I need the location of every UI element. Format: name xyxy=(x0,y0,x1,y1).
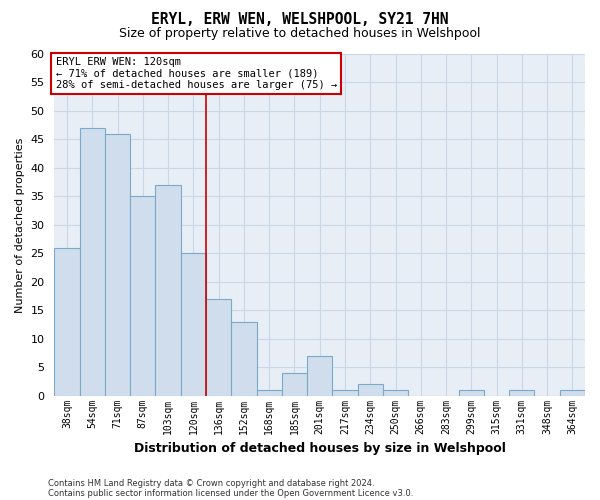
Text: ERYL ERW WEN: 120sqm
← 71% of detached houses are smaller (189)
28% of semi-deta: ERYL ERW WEN: 120sqm ← 71% of detached h… xyxy=(56,57,337,90)
Bar xyxy=(458,390,484,396)
Bar xyxy=(383,390,408,396)
Y-axis label: Number of detached properties: Number of detached properties xyxy=(15,137,25,312)
X-axis label: Distribution of detached houses by size in Welshpool: Distribution of detached houses by size … xyxy=(134,442,506,455)
Bar xyxy=(307,356,332,396)
Text: Contains public sector information licensed under the Open Government Licence v3: Contains public sector information licen… xyxy=(48,488,413,498)
Bar xyxy=(206,299,231,396)
Bar xyxy=(155,185,181,396)
Bar xyxy=(130,196,155,396)
Bar xyxy=(509,390,535,396)
Text: Contains HM Land Registry data © Crown copyright and database right 2024.: Contains HM Land Registry data © Crown c… xyxy=(48,478,374,488)
Bar xyxy=(332,390,358,396)
Bar xyxy=(181,254,206,396)
Bar xyxy=(55,248,80,396)
Bar xyxy=(80,128,105,396)
Bar xyxy=(282,373,307,396)
Bar xyxy=(358,384,383,396)
Text: ERYL, ERW WEN, WELSHPOOL, SY21 7HN: ERYL, ERW WEN, WELSHPOOL, SY21 7HN xyxy=(151,12,449,28)
Text: Size of property relative to detached houses in Welshpool: Size of property relative to detached ho… xyxy=(119,28,481,40)
Bar xyxy=(231,322,257,396)
Bar xyxy=(105,134,130,396)
Bar xyxy=(257,390,282,396)
Bar xyxy=(560,390,585,396)
